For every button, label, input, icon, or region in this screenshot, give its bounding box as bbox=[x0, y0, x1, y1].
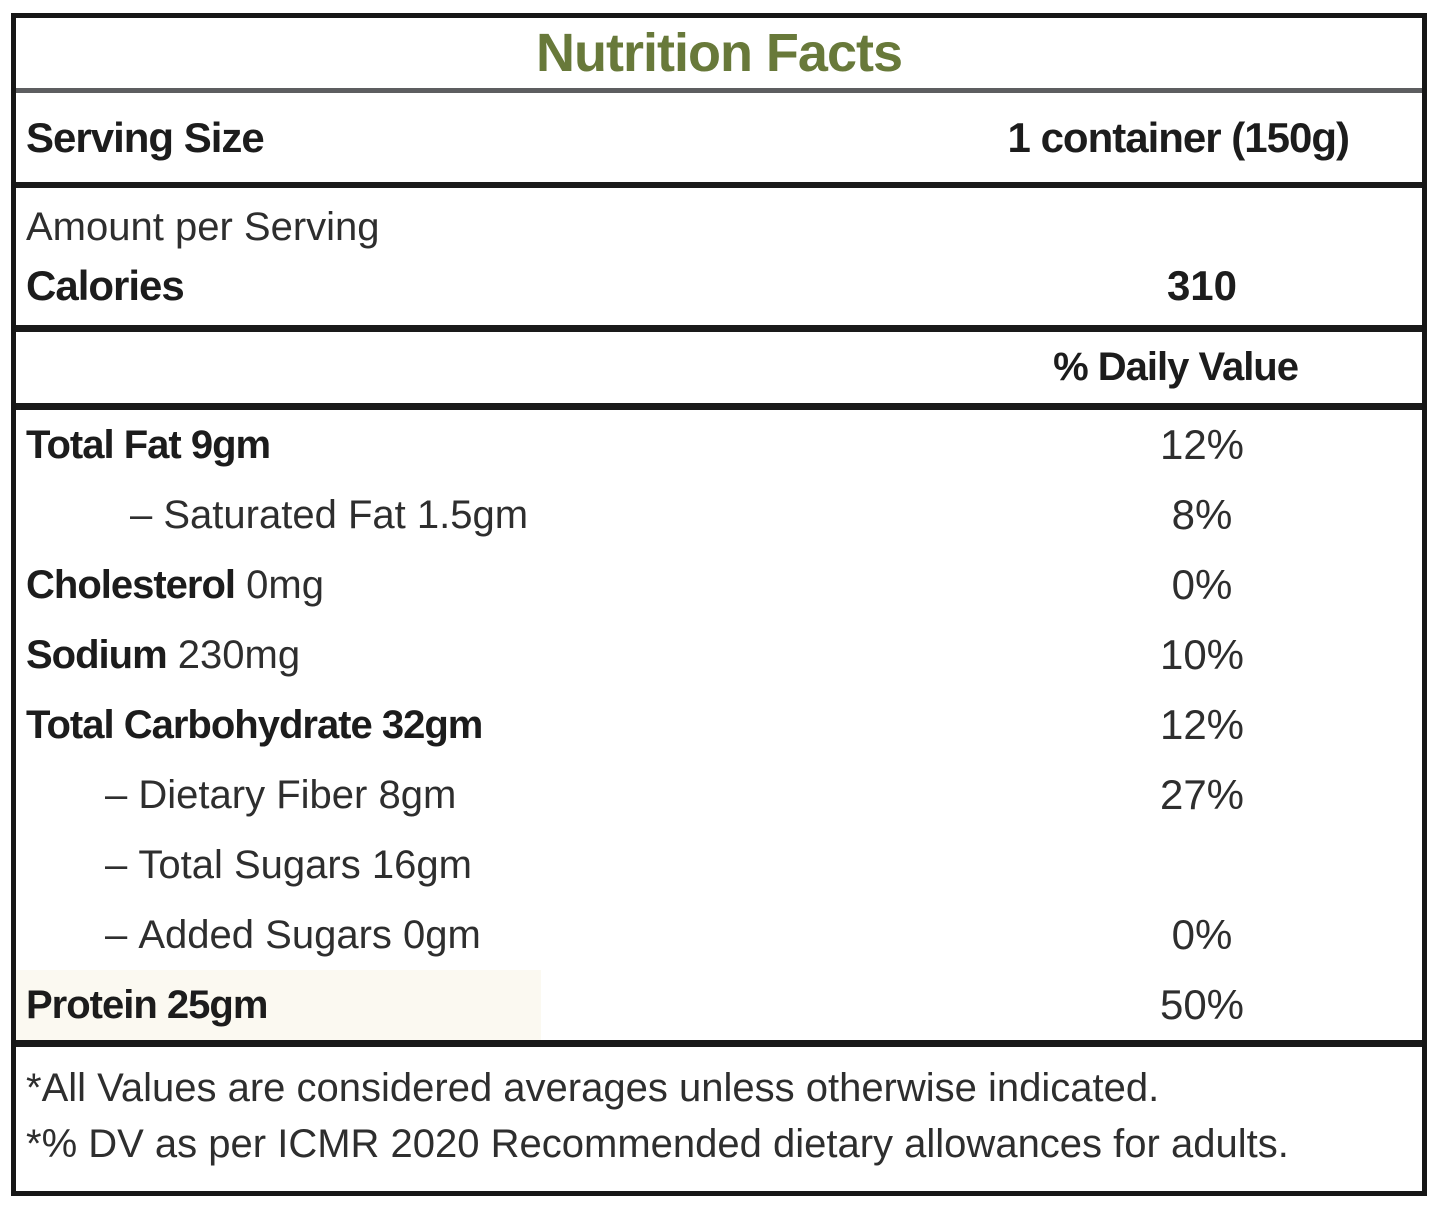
calories-label: Calories bbox=[26, 262, 185, 309]
divider-black bbox=[16, 403, 1422, 410]
calories-row: Calories 310 bbox=[16, 256, 1422, 316]
nutrient-daily-value: 12% bbox=[1159, 421, 1245, 468]
serving-size-value: 1 container (150g) bbox=[1007, 113, 1350, 161]
nutrient-row-saturated-fat: – Saturated Fat 1.5gm 8% bbox=[16, 480, 1422, 550]
nutrient-daily-value: 0% bbox=[1171, 911, 1233, 958]
nutrient-name: – Saturated Fat 1.5gm bbox=[130, 492, 529, 537]
title-band: Nutrition Facts bbox=[16, 18, 1422, 88]
daily-value-header: % Daily Value bbox=[1053, 345, 1299, 389]
footnote-icmr: *% DV as per ICMR 2020 Recommended dieta… bbox=[26, 1122, 1289, 1166]
nutrition-facts-label: Nutrition Facts Serving Size 1 container… bbox=[11, 13, 1427, 1196]
nutrient-daily-value: 10% bbox=[1159, 631, 1245, 678]
nutrient-name: – Dietary Fiber 8gm bbox=[105, 772, 457, 817]
label-title: Nutrition Facts bbox=[535, 23, 903, 83]
calories-value: 310 bbox=[1166, 262, 1238, 309]
nutrient-daily-value: 27% bbox=[1159, 771, 1245, 818]
nutrient-daily-value: 0% bbox=[1171, 561, 1233, 608]
footnote-averages: *All Values are considered averages unle… bbox=[26, 1066, 1160, 1110]
amount-per-serving-section: Amount per Serving Calories 310 bbox=[16, 188, 1422, 325]
nutrient-row-added-sugars: – Added Sugars 0gm 0% bbox=[16, 900, 1422, 970]
nutrient-row-sodium: Sodium 230mg 10% bbox=[16, 620, 1422, 690]
serving-size-row: Serving Size 1 container (150g) bbox=[16, 93, 1422, 182]
nutrient-name: Cholesterol 0mg bbox=[26, 562, 324, 607]
nutrient-row-protein: Protein 25gm 50% bbox=[16, 970, 1422, 1040]
nutrient-daily-value: 50% bbox=[1159, 981, 1245, 1028]
serving-size-label: Serving Size bbox=[26, 113, 265, 161]
divider-black bbox=[16, 325, 1422, 332]
amount-per-serving-heading: Amount per Serving bbox=[26, 205, 380, 249]
nutrient-daily-value: 8% bbox=[1171, 491, 1233, 538]
nutrient-name: – Total Sugars 16gm bbox=[105, 842, 472, 887]
nutrient-name: Total Carbohydrate 32gm bbox=[26, 702, 483, 747]
nutrient-row-total-carbohydrate: Total Carbohydrate 32gm 12% bbox=[16, 690, 1422, 760]
divider-gray bbox=[16, 88, 1422, 93]
nutrient-row-total-fat: Total Fat 9gm 12% bbox=[16, 410, 1422, 480]
nutrient-name: Total Fat 9gm bbox=[26, 422, 271, 467]
footnotes-section: *All Values are considered averages unle… bbox=[16, 1047, 1422, 1191]
nutrient-name: Protein 25gm bbox=[26, 982, 268, 1027]
nutrient-daily-value: 12% bbox=[1159, 701, 1245, 748]
nutrient-name: Sodium 230mg bbox=[26, 632, 301, 677]
nutrients-table: Total Fat 9gm 12% – Saturated Fat 1.5gm … bbox=[16, 410, 1422, 1040]
daily-value-header-row: % Daily Value bbox=[16, 332, 1422, 403]
nutrient-row-dietary-fiber: – Dietary Fiber 8gm 27% bbox=[16, 760, 1422, 830]
divider-black bbox=[16, 182, 1422, 188]
nutrient-name: – Added Sugars 0gm bbox=[105, 912, 481, 957]
divider-black bbox=[16, 1040, 1422, 1047]
nutrient-row-total-sugars: – Total Sugars 16gm bbox=[16, 830, 1422, 900]
nutrient-row-cholesterol: Cholesterol 0mg 0% bbox=[16, 550, 1422, 620]
